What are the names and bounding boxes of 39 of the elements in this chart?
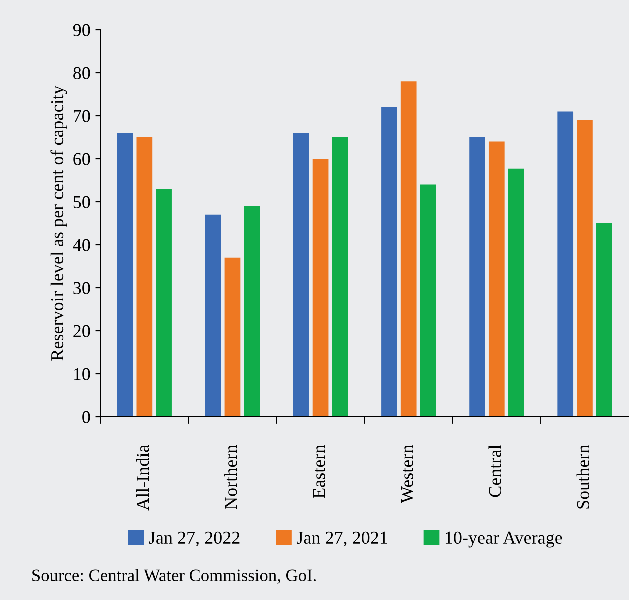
bar [596,224,612,417]
bar [332,138,348,417]
x-tick-label: Western [401,445,414,504]
bar [205,214,222,417]
y-tick-label: 30 [74,282,90,294]
y-tick-label: 10 [74,368,90,380]
y-tick-label: 60 [74,153,90,166]
legend-label: 10-year Average [446,532,562,548]
bar [156,189,172,417]
bar [420,184,436,417]
legend-label: Jan 27, 2021 [297,532,388,547]
source-note: Source: Central Water Commission, GoI. [32,569,316,584]
bar [244,206,260,417]
bar [224,258,241,417]
bar [312,159,329,417]
x-tick-label: Northern [224,445,238,510]
y-tick-label: 50 [74,196,90,208]
bar [470,138,486,417]
bar [136,138,153,417]
bar [117,133,134,417]
y-tick-label: 80 [74,67,90,80]
legend-label: Jan 27, 2022 [149,532,240,547]
y-tick-label: 70 [74,110,90,122]
x-tick-label: Eastern [313,445,326,498]
bar [293,133,310,417]
y-tick-label: 20 [74,325,90,338]
bar [382,107,398,417]
bar [488,142,505,417]
y-tick-label: 90 [73,24,90,36]
bar [558,112,574,417]
x-tick-label: Southern [576,445,590,509]
bar [508,168,524,417]
y-axis-title: Reservoir level as per cent of capacity [50,86,68,361]
bar [400,82,417,417]
y-tick-label: 0 [82,411,90,424]
x-tick-label: Central [488,445,502,498]
x-tick-label: All-India [136,445,150,511]
y-tick-label: 40 [73,239,90,252]
bar [577,120,593,417]
